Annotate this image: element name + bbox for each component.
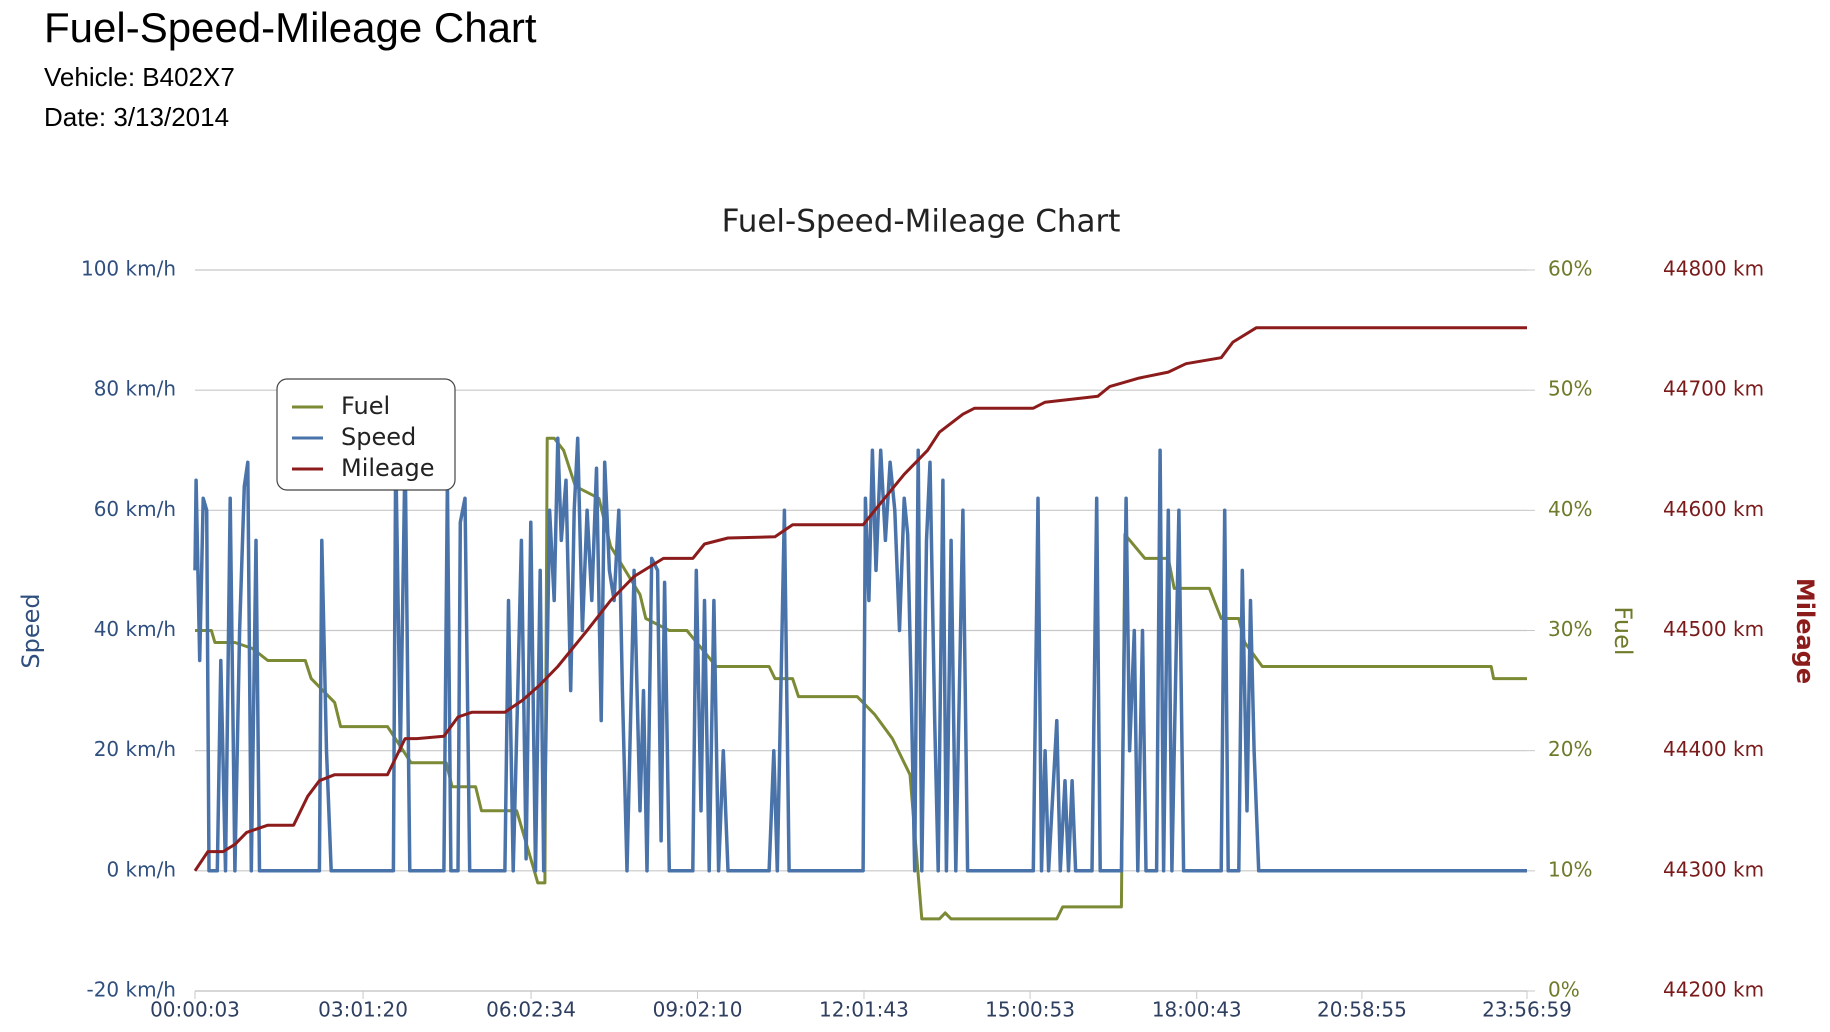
y3-tick-label: 44700 km [1663,377,1764,401]
series-line [193,436,1527,873]
y3-tick-label: 44500 km [1663,617,1764,641]
series-line [193,326,1527,872]
y3-tick-label: 44600 km [1663,497,1764,521]
series-line [195,436,1527,921]
x-tick-label: 03:01:20 [318,998,408,1022]
y-tick-label: 20 km/h [94,737,176,761]
y-tick-label: 100 km/h [81,257,176,281]
y-tick-label: 0 km/h [106,857,176,881]
legend-label: Mileage [341,454,435,482]
x-tick-label: 00:00:03 [150,998,240,1022]
y2-tick-label: 60% [1548,257,1592,281]
y3-tick-label: 44200 km [1663,978,1764,1002]
x-tick-label: 20:58:55 [1317,998,1407,1022]
y2-tick-label: 50% [1548,377,1592,401]
chart-title: Fuel-Speed-Mileage Chart [722,204,1121,240]
x-tick-label: 06:02:34 [486,998,576,1022]
x-tick-label: 12:01:43 [819,998,909,1022]
y-tick-label: 40 km/h [94,617,176,641]
y-tick-label: -20 km/h [86,978,176,1002]
y2-tick-label: 20% [1548,737,1592,761]
x-tick-label: 23:56:59 [1482,998,1572,1022]
legend-label: Speed [341,423,416,451]
x-tick-label: 18:00:43 [1152,998,1242,1022]
legend: Fuel Speed Mileage [276,378,456,491]
y2-tick-label: 0% [1548,978,1580,1002]
y3-tick-label: 44400 km [1663,737,1764,761]
x-tick-label: 09:02:10 [653,998,743,1022]
y2-axis-title: Fuel [1609,606,1637,655]
vehicle: Vehicle: B402X7 [44,62,235,92]
legend-label: Fuel [341,392,390,420]
y3-axis-title: Mileage [1791,578,1819,684]
y2-tick-label: 10% [1548,857,1592,881]
page-title: Fuel-Speed-Mileage Chart [44,4,537,51]
x-tick-label: 15:00:53 [985,998,1075,1022]
y-axis-title: Speed [17,593,45,668]
y3-tick-label: 44800 km [1663,257,1764,281]
y3-tick-label: 44300 km [1663,857,1764,881]
date: Date: 3/13/2014 [44,102,230,132]
y2-tick-label: 30% [1548,617,1592,641]
y-tick-label: 60 km/h [94,497,176,521]
y2-tick-label: 40% [1548,497,1592,521]
y-tick-label: 80 km/h [94,377,176,401]
